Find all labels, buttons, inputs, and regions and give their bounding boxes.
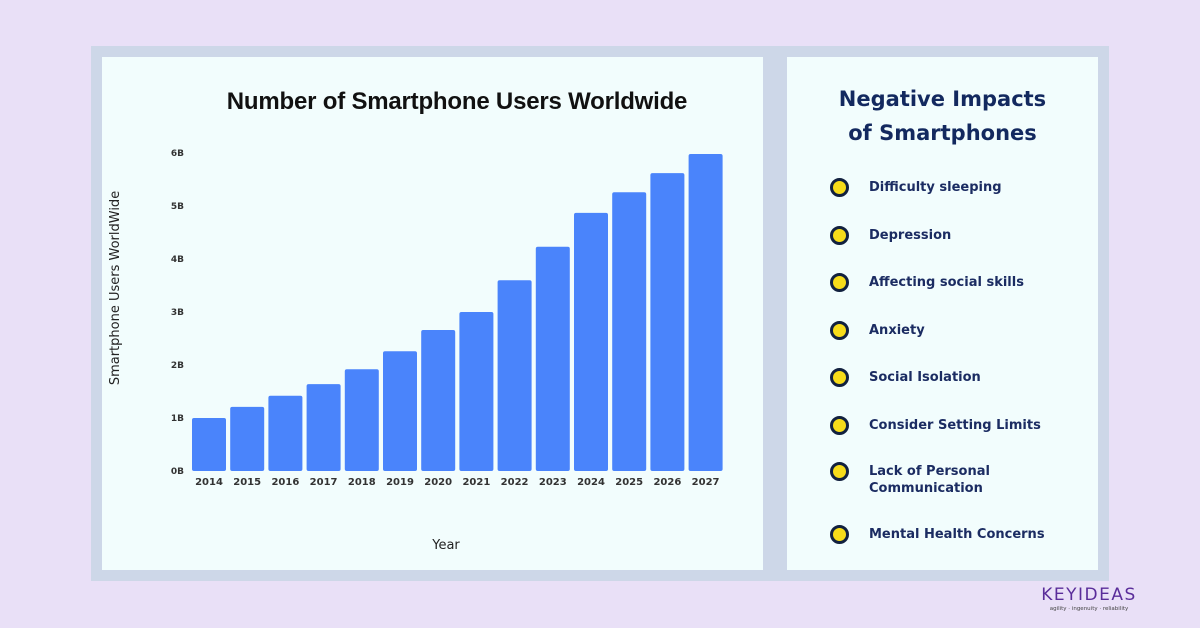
impacts-title: Negative Impacts of Smartphones — [787, 82, 1098, 150]
x-tick-label: 2027 — [692, 477, 720, 488]
bar-2017 — [306, 384, 341, 471]
impact-item-label: Lack of Personal Communication — [869, 464, 990, 496]
impact-item-label: Affecting social skills — [869, 275, 1024, 290]
x-tick-label: 2021 — [462, 477, 490, 488]
x-tick-label: 2020 — [424, 477, 452, 488]
bullet-dot-icon — [830, 368, 849, 387]
bar-2027 — [688, 154, 723, 471]
brand-tagline: agility · ingenuity · reliability — [1049, 606, 1129, 612]
bar-2020 — [421, 330, 456, 471]
bar-2016 — [268, 395, 303, 471]
y-tick-label: 6B — [171, 149, 184, 159]
x-axis-title: Year — [431, 538, 460, 553]
x-tick-label: 2015 — [233, 477, 261, 488]
y-tick-label: 0B — [171, 467, 184, 477]
impact-item: Depression — [830, 226, 1059, 245]
impact-item: Lack of Personal Communication — [830, 462, 1059, 497]
bullet-dot-icon — [830, 273, 849, 292]
bar-2014 — [192, 418, 226, 471]
x-tick-label: 2025 — [615, 477, 643, 488]
x-tick-label: 2014 — [195, 477, 223, 488]
impact-item: Mental Health Concerns — [830, 525, 1059, 544]
bullet-dot-icon — [830, 525, 849, 544]
bullet-dot-icon — [830, 321, 849, 340]
bullet-dot-icon — [830, 416, 849, 435]
impact-item-label: Consider Setting Limits — [869, 418, 1041, 433]
y-tick-label: 5B — [171, 202, 184, 212]
bullet-dot-icon — [830, 226, 849, 245]
impact-item-label: Difficulty sleeping — [869, 180, 1002, 195]
impacts-title-line1: Negative Impacts — [838, 87, 1047, 111]
x-tick-label: 2016 — [271, 477, 299, 488]
impacts-title-line2: of Smartphones — [848, 121, 1037, 145]
bullet-dot-icon — [830, 178, 849, 197]
y-tick-label: 2B — [171, 361, 184, 371]
impact-item: Social Isolation — [830, 368, 1059, 387]
y-tick-label: 3B — [171, 308, 184, 318]
bar-2025 — [612, 192, 647, 471]
x-tick-label: 2026 — [653, 477, 681, 488]
bar-2018 — [344, 369, 379, 471]
bar-2021 — [459, 312, 494, 471]
impact-item-label: Anxiety — [869, 323, 925, 338]
bar-chart: Smartphone Users WorldWide Year 0B 1B 2B 3B… — [108, 149, 723, 553]
bar-2023 — [535, 246, 570, 471]
impact-item-label: Depression — [869, 228, 952, 243]
impact-item: Affecting social skills — [830, 273, 1059, 292]
chart-title: Number of Smartphone Users Worldwide — [226, 88, 688, 115]
impact-item: Consider Setting Limits — [830, 416, 1059, 435]
y-tick-label: 1B — [171, 414, 184, 424]
brand-logo: KEYIDEAS agility · ingenuity · reliabili… — [1040, 586, 1138, 612]
bullet-dot-icon — [830, 462, 849, 481]
y-axis-title: Smartphone Users WorldWide — [108, 191, 123, 385]
bar-2019 — [383, 351, 417, 471]
impact-item: Difficulty sleeping — [830, 178, 1059, 197]
x-tick-label: 2019 — [386, 477, 414, 488]
impact-item-label: Mental Health Concerns — [869, 527, 1045, 542]
x-tick-label: 2024 — [577, 477, 605, 488]
y-tick-label: 4B — [171, 255, 184, 265]
x-tick-label: 2017 — [310, 477, 338, 488]
impact-item-label: Social Isolation — [869, 370, 981, 385]
impact-item: Anxiety — [830, 321, 1059, 340]
bar-2024 — [574, 212, 608, 471]
bar-2026 — [650, 173, 685, 471]
x-tick-label: 2018 — [348, 477, 376, 488]
bar-2022 — [497, 280, 532, 471]
brand-name: KEYIDEAS — [1041, 585, 1137, 605]
x-tick-label: 2023 — [539, 477, 567, 488]
bar-2015 — [230, 406, 265, 471]
impacts-card — [787, 57, 1098, 570]
x-tick-label: 2022 — [501, 477, 529, 488]
